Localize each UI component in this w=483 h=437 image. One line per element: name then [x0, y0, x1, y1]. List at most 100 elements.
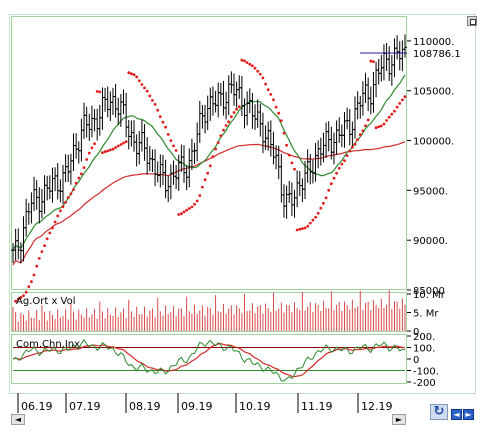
price-bar: [334, 120, 339, 155]
sar-dot: [316, 211, 320, 215]
sar-dot: [24, 290, 28, 294]
price-bar: [289, 182, 294, 217]
sar-dot: [172, 144, 175, 148]
sar-dot: [56, 214, 60, 218]
sar-dot: [343, 159, 346, 163]
indicator-panel-label: Com.Chn.Inx: [16, 339, 80, 350]
sar-dot: [124, 140, 128, 144]
sar-dot: [80, 172, 83, 176]
sar-dot: [369, 59, 373, 63]
sar-dot: [298, 227, 302, 231]
price-bar: [182, 145, 187, 183]
price-bar: [205, 95, 210, 131]
sar-dot: [208, 164, 212, 168]
sar-dot: [232, 111, 236, 114]
sar-dot: [59, 209, 62, 213]
sar-dot: [351, 145, 354, 149]
cci-tick-label: 200.: [413, 332, 435, 343]
sar-dot: [85, 158, 89, 161]
price-bar: [376, 58, 381, 85]
sar-dot: [108, 148, 112, 152]
time-tick-label: 07.19: [69, 400, 101, 413]
sar-dot: [145, 89, 149, 93]
price-bar: [145, 137, 150, 175]
price-bar: [121, 89, 126, 115]
price-bar: [216, 82, 221, 118]
scroll-right-button[interactable]: ►: [392, 414, 406, 425]
price-bar: [358, 95, 363, 119]
sar-dot: [153, 103, 157, 106]
time-tick-label: 09.19: [181, 400, 213, 413]
sar-dot: [327, 188, 331, 192]
price-bar: [297, 171, 302, 196]
price-bar: [126, 120, 131, 150]
price-bar: [197, 100, 202, 143]
price-bar: [210, 86, 215, 116]
short-moving-average-line: [12, 74, 406, 251]
price-tick-label: 85000: [413, 286, 445, 297]
sar-dot: [245, 61, 249, 64]
cci-tick-label: 100.: [413, 344, 435, 355]
sar-dot: [130, 72, 133, 76]
prev-button[interactable]: ◄: [451, 409, 462, 420]
price-bar: [213, 90, 218, 113]
sar-dot: [182, 210, 186, 214]
scroll-left-button[interactable]: ◄: [11, 414, 25, 425]
sar-dot: [303, 226, 307, 230]
sar-dot: [95, 90, 99, 93]
volume-tick-label: 0: [413, 327, 419, 338]
price-bar: [137, 131, 142, 165]
price-bar: [100, 87, 105, 130]
price-bar: [129, 120, 134, 147]
sar-dot: [279, 119, 283, 122]
price-tick-label: 95000.: [413, 186, 448, 197]
price-bar: [268, 120, 273, 157]
maximize-button[interactable]: [467, 16, 477, 26]
price-bar: [155, 161, 160, 183]
sar-dot: [164, 125, 168, 129]
sar-dot: [230, 115, 233, 118]
sar-dot: [98, 90, 102, 94]
price-bar: [84, 106, 89, 138]
price-bar: [13, 228, 18, 261]
price-bar: [95, 108, 100, 141]
sar-dot: [248, 62, 252, 66]
sar-dot: [132, 73, 136, 77]
sar-dot: [16, 297, 20, 301]
sar-dot: [308, 221, 312, 225]
price-bar: [400, 40, 405, 72]
sar-dot: [227, 120, 231, 124]
sar-dot: [137, 79, 141, 83]
price-bar: [200, 105, 205, 129]
price-bar: [339, 124, 344, 147]
time-tick-label: 08.19: [129, 400, 161, 413]
price-bar: [250, 93, 255, 129]
next-button[interactable]: ►: [463, 409, 474, 420]
price-bar: [37, 187, 42, 224]
sar-dot: [256, 69, 260, 73]
price-bar: [237, 75, 242, 99]
sar-dot: [306, 224, 310, 228]
sar-dot: [282, 131, 286, 135]
price-bar: [368, 86, 373, 115]
price-bar: [229, 71, 234, 94]
sar-dot: [366, 118, 370, 122]
sar-dot: [211, 155, 215, 159]
sar-dot: [185, 208, 189, 212]
price-bar: [71, 133, 76, 172]
price-bar: [395, 35, 400, 60]
price-bar: [353, 96, 358, 139]
sar-dot: [111, 147, 115, 151]
price-bar: [224, 91, 229, 120]
sar-dot: [177, 213, 181, 216]
sar-dot: [127, 71, 131, 75]
refresh-button[interactable]: ↻: [430, 404, 448, 420]
price-bar: [110, 87, 115, 115]
price-bar: [158, 154, 163, 188]
price-bar: [316, 140, 321, 169]
price-bar: [363, 72, 368, 104]
price-bar: [139, 119, 144, 152]
time-tick-label: 06.19: [21, 400, 53, 413]
sar-dot: [222, 128, 225, 132]
